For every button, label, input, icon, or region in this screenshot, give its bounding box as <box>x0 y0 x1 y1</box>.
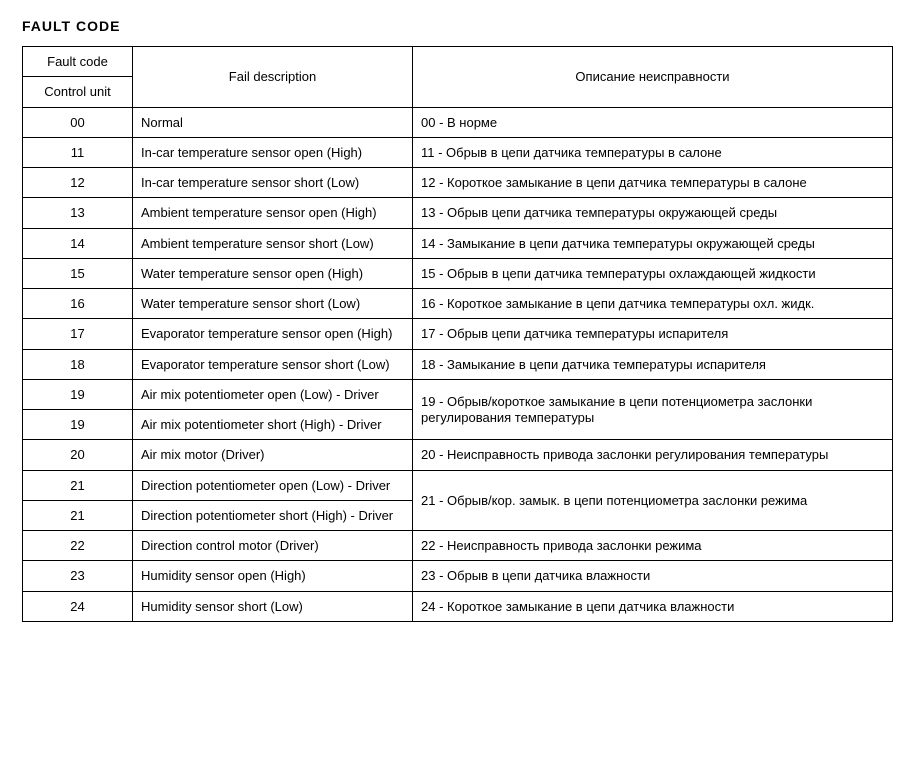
russian-description-cell: 00 - В норме <box>413 107 893 137</box>
russian-description-cell: 21 - Обрыв/кор. замык. в цепи потенциоме… <box>413 470 893 531</box>
header-russian-description: Описание неисправности <box>413 47 893 108</box>
fail-description-cell: In-car temperature sensor short (Low) <box>133 168 413 198</box>
fail-description-cell: In-car temperature sensor open (High) <box>133 137 413 167</box>
table-row: 14Ambient temperature sensor short (Low)… <box>23 228 893 258</box>
fault-code-cell: 14 <box>23 228 133 258</box>
fail-description-cell: Direction control motor (Driver) <box>133 531 413 561</box>
table-row: 19Air mix potentiometer open (Low) - Dri… <box>23 379 893 409</box>
fail-description-cell: Air mix motor (Driver) <box>133 440 413 470</box>
fail-description-cell: Evaporator temperature sensor open (High… <box>133 319 413 349</box>
russian-description-cell: 13 - Обрыв цепи датчика температуры окру… <box>413 198 893 228</box>
fail-description-cell: Direction potentiometer open (Low) - Dri… <box>133 470 413 500</box>
fault-code-cell: 21 <box>23 470 133 500</box>
fail-description-cell: Normal <box>133 107 413 137</box>
table-row: 21Direction potentiometer open (Low) - D… <box>23 470 893 500</box>
fail-description-cell: Ambient temperature sensor short (Low) <box>133 228 413 258</box>
fault-code-cell: 22 <box>23 531 133 561</box>
table-row: 18Evaporator temperature sensor short (L… <box>23 349 893 379</box>
russian-description-cell: 15 - Обрыв в цепи датчика температуры ох… <box>413 258 893 288</box>
fail-description-cell: Water temperature sensor open (High) <box>133 258 413 288</box>
table-row: 16Water temperature sensor short (Low)16… <box>23 289 893 319</box>
fault-code-cell: 19 <box>23 379 133 409</box>
fail-description-cell: Air mix potentiometer short (High) - Dri… <box>133 410 413 440</box>
table-header: Fault code Fail description Описание неи… <box>23 47 893 108</box>
table-body: 00Normal00 - В норме11In-car temperature… <box>23 107 893 621</box>
table-row: 17Evaporator temperature sensor open (Hi… <box>23 319 893 349</box>
russian-description-cell: 18 - Замыкание в цепи датчика температур… <box>413 349 893 379</box>
page-title: FAULT CODE <box>22 18 893 34</box>
fail-description-cell: Ambient temperature sensor open (High) <box>133 198 413 228</box>
russian-description-cell: 20 - Неисправность привода заслонки регу… <box>413 440 893 470</box>
russian-description-cell: 19 - Обрыв/короткое замыкание в цепи пот… <box>413 379 893 440</box>
fail-description-cell: Evaporator temperature sensor short (Low… <box>133 349 413 379</box>
russian-description-cell: 12 - Короткое замыкание в цепи датчика т… <box>413 168 893 198</box>
fail-description-cell: Direction potentiometer short (High) - D… <box>133 500 413 530</box>
header-fail-description: Fail description <box>133 47 413 108</box>
russian-description-cell: 11 - Обрыв в цепи датчика температуры в … <box>413 137 893 167</box>
table-row: 23Humidity sensor open (High)23 - Обрыв … <box>23 561 893 591</box>
fail-description-cell: Humidity sensor open (High) <box>133 561 413 591</box>
table-row: 00Normal00 - В норме <box>23 107 893 137</box>
fault-code-cell: 23 <box>23 561 133 591</box>
table-row: 20Air mix motor (Driver)20 - Неисправнос… <box>23 440 893 470</box>
russian-description-cell: 16 - Короткое замыкание в цепи датчика т… <box>413 289 893 319</box>
fault-code-table: Fault code Fail description Описание неи… <box>22 46 893 622</box>
fault-code-cell: 11 <box>23 137 133 167</box>
russian-description-cell: 14 - Замыкание в цепи датчика температур… <box>413 228 893 258</box>
fail-description-cell: Air mix potentiometer open (Low) - Drive… <box>133 379 413 409</box>
fail-description-cell: Humidity sensor short (Low) <box>133 591 413 621</box>
fault-code-cell: 16 <box>23 289 133 319</box>
table-row: 22Direction control motor (Driver)22 - Н… <box>23 531 893 561</box>
fault-code-cell: 18 <box>23 349 133 379</box>
fault-code-cell: 19 <box>23 410 133 440</box>
header-control-unit: Control unit <box>23 77 133 107</box>
table-row: 13Ambient temperature sensor open (High)… <box>23 198 893 228</box>
russian-description-cell: 23 - Обрыв в цепи датчика влажности <box>413 561 893 591</box>
fault-code-cell: 15 <box>23 258 133 288</box>
table-row: 24Humidity sensor short (Low)24 - Коротк… <box>23 591 893 621</box>
fault-code-cell: 12 <box>23 168 133 198</box>
russian-description-cell: 22 - Неисправность привода заслонки режи… <box>413 531 893 561</box>
fail-description-cell: Water temperature sensor short (Low) <box>133 289 413 319</box>
fault-code-cell: 24 <box>23 591 133 621</box>
table-row: 15Water temperature sensor open (High)15… <box>23 258 893 288</box>
header-fault-code: Fault code <box>23 47 133 77</box>
russian-description-cell: 24 - Короткое замыкание в цепи датчика в… <box>413 591 893 621</box>
fault-code-cell: 20 <box>23 440 133 470</box>
fault-code-cell: 00 <box>23 107 133 137</box>
table-row: 12In-car temperature sensor short (Low)1… <box>23 168 893 198</box>
table-row: 11In-car temperature sensor open (High)1… <box>23 137 893 167</box>
fault-code-cell: 21 <box>23 500 133 530</box>
fault-code-cell: 17 <box>23 319 133 349</box>
russian-description-cell: 17 - Обрыв цепи датчика температуры испа… <box>413 319 893 349</box>
fault-code-cell: 13 <box>23 198 133 228</box>
